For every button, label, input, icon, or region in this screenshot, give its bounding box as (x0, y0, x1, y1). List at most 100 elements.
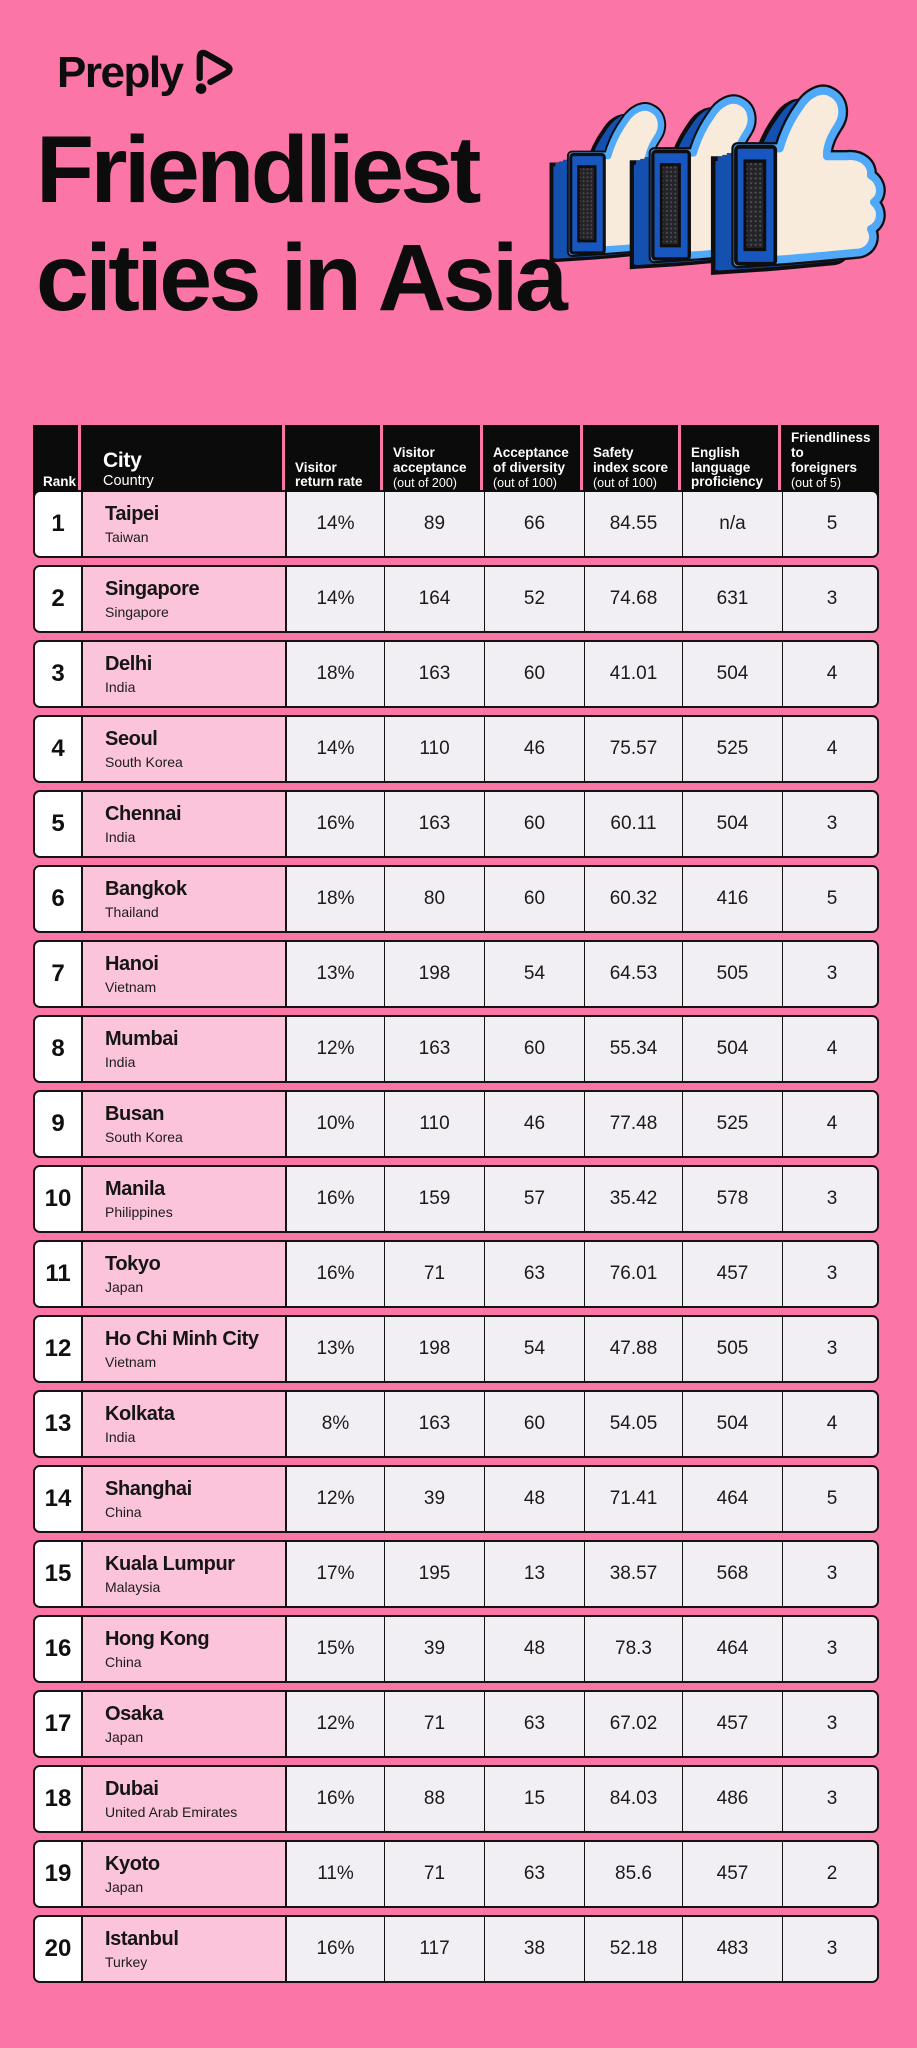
table-row: 6 Bangkok Thailand 18% 80 60 60.32 416 5 (33, 865, 879, 933)
city-cell: Ho Chi Minh City Vietnam (83, 1317, 287, 1381)
value-cell: 60 (485, 642, 585, 706)
city-cell: Osaka Japan (83, 1692, 287, 1756)
column-header-visitor-return-rate: Visitor return rate (285, 425, 380, 500)
table-row: 4 Seoul South Korea 14% 110 46 75.57 525 4 (33, 715, 879, 783)
rank-cell: 18 (35, 1767, 83, 1831)
value-cell: 55.34 (585, 1017, 683, 1081)
city-name: Dubai (105, 1777, 159, 1800)
value-cell: 60 (485, 1392, 585, 1456)
column-header-friendliness: Friendliness to foreigners (out of 5) (781, 425, 879, 500)
value-cell: 163 (385, 792, 485, 856)
value-cell: 47.88 (585, 1317, 683, 1381)
city-cell: Taipei Taiwan (83, 492, 287, 556)
column-header-acceptance-of-diversity: Acceptance of diversity (out of 100) (483, 425, 580, 500)
value-cell: 5 (783, 492, 877, 556)
value-cell: 4 (783, 717, 877, 781)
value-cell: 12% (287, 1017, 385, 1081)
city-name: Busan (105, 1102, 165, 1125)
value-cell: 84.55 (585, 492, 683, 556)
value-cell: 198 (385, 942, 485, 1006)
table-row: 13 Kolkata India 8% 163 60 54.05 504 4 (33, 1390, 879, 1458)
value-cell: 80 (385, 867, 485, 931)
city-cell: Seoul South Korea (83, 717, 287, 781)
value-cell: 39 (385, 1467, 485, 1531)
rank-cell: 5 (35, 792, 83, 856)
country-name: Japan (105, 1728, 144, 1745)
value-cell: 4 (783, 1092, 877, 1156)
value-cell: 63 (485, 1242, 585, 1306)
value-cell: 2 (783, 1842, 877, 1906)
value-cell: 3 (783, 1242, 877, 1306)
country-name: India (105, 828, 136, 845)
city-name: Tokyo (105, 1252, 161, 1275)
value-cell: 60 (485, 792, 585, 856)
preply-bubble-icon (195, 49, 233, 94)
value-cell: n/a (683, 492, 783, 556)
value-cell: 163 (385, 642, 485, 706)
city-name: Seoul (105, 727, 158, 750)
value-cell: 77.48 (585, 1092, 683, 1156)
value-cell: 525 (683, 1092, 783, 1156)
value-cell: 163 (385, 1392, 485, 1456)
rank-cell: 13 (35, 1392, 83, 1456)
value-cell: 75.57 (585, 717, 683, 781)
value-cell: 3 (783, 1542, 877, 1606)
rank-cell: 19 (35, 1842, 83, 1906)
table-header-row: Rank City Country Visitor return rate Vi… (33, 425, 879, 500)
table-row: 12 Ho Chi Minh City Vietnam 13% 198 54 47.88 50… (33, 1315, 879, 1383)
brand-logo-text: Preply (57, 48, 184, 97)
city-name: Taipei (105, 502, 159, 525)
city-cell: Singapore Singapore (83, 567, 287, 631)
value-cell: 54 (485, 1317, 585, 1381)
city-cell: Hong Kong China (83, 1617, 287, 1681)
value-cell: 78.3 (585, 1617, 683, 1681)
value-cell: 18% (287, 867, 385, 931)
value-cell: 16% (287, 1917, 385, 1981)
country-name: Japan (105, 1878, 144, 1895)
city-name: Manila (105, 1177, 165, 1200)
value-cell: 71 (385, 1692, 485, 1756)
value-cell: 15% (287, 1617, 385, 1681)
city-cell: Tokyo Japan (83, 1242, 287, 1306)
value-cell: 16% (287, 1242, 385, 1306)
city-name: Hong Kong (105, 1627, 210, 1650)
value-cell: 14% (287, 492, 385, 556)
table-row: 1 Taipei Taiwan 14% 89 66 84.55 n/a 5 (33, 490, 879, 558)
table-row: 19 Kyoto Japan 11% 71 63 85.6 457 2 (33, 1840, 879, 1908)
value-cell: 89 (385, 492, 485, 556)
value-cell: 4 (783, 1392, 877, 1456)
value-cell: 568 (683, 1542, 783, 1606)
table-row: 9 Busan South Korea 10% 110 46 77.48 525 4 (33, 1090, 879, 1158)
value-cell: 48 (485, 1467, 585, 1531)
country-name: Taiwan (105, 528, 149, 545)
rank-cell: 6 (35, 867, 83, 931)
value-cell: 3 (783, 1767, 877, 1831)
page-title-line1: Friendliest (36, 117, 481, 223)
table-row: 16 Hong Kong China 15% 39 48 78.3 464 3 (33, 1615, 879, 1683)
value-cell: 464 (683, 1467, 783, 1531)
table-row: 3 Delhi India 18% 163 60 41.01 504 4 (33, 640, 879, 708)
value-cell: 195 (385, 1542, 485, 1606)
city-cell: Chennai India (83, 792, 287, 856)
value-cell: 17% (287, 1542, 385, 1606)
column-header-sub: Country (103, 473, 154, 490)
page-title-line2: cities in Asia (36, 225, 568, 332)
value-cell: 57 (485, 1167, 585, 1231)
value-cell: 4 (783, 1017, 877, 1081)
column-header-city: City Country (81, 425, 282, 500)
value-cell: 48 (485, 1617, 585, 1681)
city-name: Chennai (105, 802, 182, 825)
column-header-safety-index: Safety index score (out of 100) (583, 425, 678, 500)
thumbs-up-illustration (520, 60, 910, 310)
value-cell: 631 (683, 567, 783, 631)
rank-cell: 14 (35, 1467, 83, 1531)
city-name: Singapore (105, 577, 200, 600)
value-cell: 46 (485, 1092, 585, 1156)
value-cell: 63 (485, 1842, 585, 1906)
column-header-visitor-acceptance: Visitor acceptance (out of 200) (383, 425, 480, 500)
rank-cell: 9 (35, 1092, 83, 1156)
value-cell: 3 (783, 942, 877, 1006)
column-header-sub: (out of 200) (393, 475, 457, 490)
value-cell: 11% (287, 1842, 385, 1906)
